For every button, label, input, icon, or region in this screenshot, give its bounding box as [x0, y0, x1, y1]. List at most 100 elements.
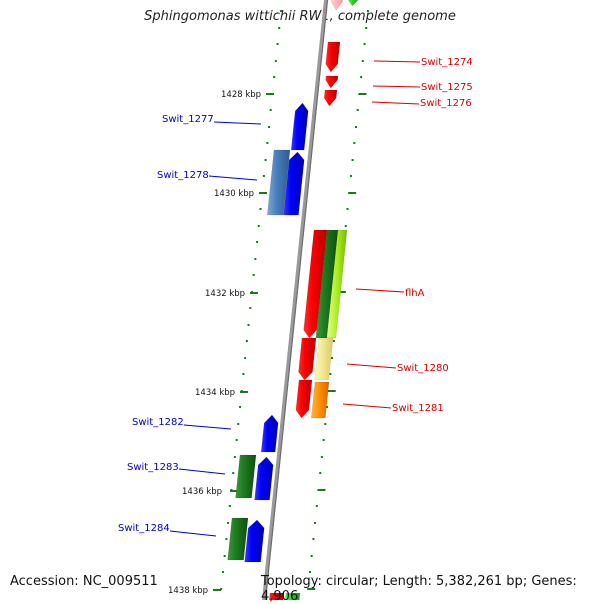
tick-minor-right: [326, 406, 329, 408]
tick-minor-right: [312, 538, 315, 540]
scale-label: 1428 kbp: [221, 90, 261, 100]
tick-minor-left: [278, 27, 281, 29]
gene-arrow[interactable]: [303, 229, 328, 339]
label-leader: [208, 175, 258, 181]
gene-label[interactable]: Swit_1277: [162, 114, 214, 125]
gene-arrow[interactable]: [326, 229, 348, 339]
gene-arrow[interactable]: [311, 381, 330, 419]
gene-label[interactable]: Swit_1275: [421, 82, 473, 93]
tick-minor-left: [267, 126, 270, 128]
gene-arrow[interactable]: [283, 151, 305, 216]
tick-minor-left: [266, 142, 269, 144]
tick-major-left: [240, 391, 248, 393]
gene-arrow[interactable]: [325, 41, 341, 73]
tick-minor-right: [324, 423, 327, 425]
gene-arrow[interactable]: [325, 75, 339, 89]
tick-minor-left: [249, 307, 252, 309]
tick-major-right: [337, 291, 346, 293]
tick-minor-left: [257, 225, 260, 227]
tick-minor-left: [252, 274, 255, 276]
gene-label[interactable]: Swit_1280: [397, 363, 449, 374]
tick-major-left: [250, 292, 258, 294]
genome-backbone: [262, 0, 328, 600]
tick-major-right: [307, 588, 316, 590]
genome-stats: Topology: circular; Length: 5,382,261 bp…: [261, 574, 577, 604]
label-leader: [178, 468, 226, 475]
tick-minor-left: [220, 588, 223, 590]
tick-minor-left: [256, 241, 259, 243]
genes-label: Genes:: [531, 574, 577, 589]
label-leader: [169, 530, 217, 537]
gene-label[interactable]: Swit_1284: [118, 523, 170, 534]
scale-label: 1432 kbp: [205, 289, 245, 299]
label-leader-lines: [169, 60, 421, 537]
genes-value: 4,906: [261, 589, 299, 604]
accession-label: Accession:: [10, 574, 79, 589]
gene-label[interactable]: Swit_1282: [132, 417, 184, 428]
tick-minor-right: [344, 225, 347, 227]
tick-minor-left: [279, 10, 282, 12]
tick-minor-left: [259, 208, 262, 210]
tick-minor-right: [349, 175, 352, 177]
tick-minor-left: [235, 439, 238, 441]
gene-label[interactable]: Swit_1274: [421, 57, 473, 68]
gene-arrow[interactable]: [285, 592, 301, 600]
tick-minor-right: [365, 27, 368, 29]
gene-arrow[interactable]: [244, 519, 265, 563]
gene-arrow[interactable]: [314, 337, 334, 381]
scale-label: 1436 kbp: [182, 487, 222, 497]
accession-info: Accession: NC_009511: [10, 574, 158, 589]
tick-minor-right: [366, 10, 369, 12]
tick-major-right: [327, 390, 336, 392]
gene-arrow[interactable]: [260, 414, 279, 453]
topology-value: circular: [325, 574, 375, 589]
gene-arrow[interactable]: [347, 0, 360, 7]
tick-minor-left: [233, 456, 236, 458]
gene-arrow[interactable]: [298, 337, 317, 381]
gene-arrow[interactable]: [267, 149, 291, 216]
tick-minor-right: [361, 60, 364, 62]
gene-arrow[interactable]: [235, 454, 257, 499]
tick-minor-right: [332, 340, 335, 342]
tick-minor-right: [319, 472, 322, 474]
gene-arrow[interactable]: [254, 456, 274, 501]
tick-minor-right: [322, 439, 325, 441]
tick-minor-right: [329, 373, 332, 375]
tick-minor-right: [360, 76, 363, 78]
tick-minor-left: [262, 175, 265, 177]
tick-minor-left: [269, 109, 272, 111]
gene-label[interactable]: Swit_1283: [127, 462, 179, 473]
gene-label[interactable]: flhA: [405, 288, 425, 299]
tick-major-left: [230, 490, 238, 492]
tick-major-right: [348, 192, 357, 194]
tick-minor-right: [351, 159, 354, 161]
scale-label: 1430 kbp: [214, 189, 254, 199]
gene-arrow[interactable]: [295, 379, 313, 419]
gene-arrow[interactable]: [323, 89, 338, 107]
gene-label[interactable]: Swit_1281: [392, 403, 444, 414]
label-leader: [373, 60, 421, 63]
label-leader: [342, 403, 392, 409]
scale-label: 1438 kbp: [168, 586, 208, 596]
tick-minor-right: [331, 357, 334, 359]
labels: Swit_1274 Swit_1275 Swit_1276 Swit_1277 Swit…: [118, 57, 473, 596]
gene-arrow[interactable]: [227, 517, 249, 561]
label-leader: [346, 363, 397, 369]
gene-arrow[interactable]: [290, 102, 309, 151]
label-leader: [213, 121, 262, 125]
tick-minor-right: [310, 555, 313, 557]
tick-minor-left: [225, 538, 228, 540]
gene-label[interactable]: Swit_1278: [157, 170, 209, 181]
gene-label[interactable]: Swit_1276: [420, 98, 472, 109]
tick-minor-right: [314, 522, 317, 524]
tick-minor-left: [239, 406, 242, 408]
tick-minor-right: [320, 456, 323, 458]
gene-arrow[interactable]: [269, 592, 285, 600]
tick-major-left: [213, 589, 221, 591]
genome-backbone-edge: [264, 0, 329, 600]
tick-minor-right: [346, 208, 349, 210]
tick-minor-right: [353, 142, 356, 144]
gene-arrow[interactable]: [331, 0, 343, 11]
tick-major-left: [266, 93, 274, 95]
